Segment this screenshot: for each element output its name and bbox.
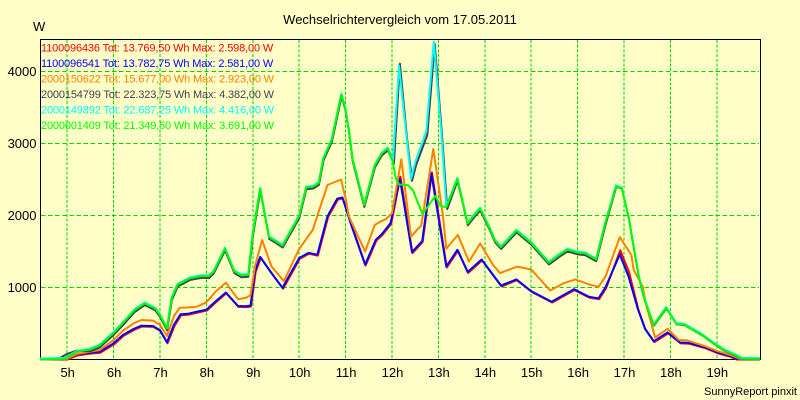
svg-text:14h: 14h bbox=[474, 365, 496, 380]
svg-text:Wechselrichtervergleich vom 17: Wechselrichtervergleich vom 17.05.2011 bbox=[283, 12, 517, 27]
svg-text:1100096541 Tot: 13.782,75 Wh M: 1100096541 Tot: 13.782,75 Wh Max: 2.581,… bbox=[41, 58, 274, 70]
svg-text:1000: 1000 bbox=[8, 280, 37, 295]
svg-text:12h: 12h bbox=[382, 365, 404, 380]
svg-text:2000154799 Tot: 22.323,75 Wh M: 2000154799 Tot: 22.323,75 Wh Max: 4.382,… bbox=[41, 89, 275, 101]
svg-text:18h: 18h bbox=[660, 365, 682, 380]
svg-text:W: W bbox=[33, 19, 46, 34]
svg-text:13h: 13h bbox=[428, 365, 450, 380]
svg-text:16h: 16h bbox=[567, 365, 589, 380]
svg-text:3000: 3000 bbox=[8, 136, 37, 151]
svg-text:4000: 4000 bbox=[8, 64, 37, 79]
svg-text:2000: 2000 bbox=[8, 208, 37, 223]
svg-text:5h: 5h bbox=[60, 365, 74, 380]
svg-text:7h: 7h bbox=[153, 365, 167, 380]
svg-text:17h: 17h bbox=[614, 365, 636, 380]
svg-text:2000001409 Tot: 21.349,50 Wh M: 2000001409 Tot: 21.349,50 Wh Max: 3.691,… bbox=[41, 120, 275, 132]
svg-text:19h: 19h bbox=[706, 365, 728, 380]
svg-text:9h: 9h bbox=[246, 365, 260, 380]
svg-text:SunnyReport pinxit: SunnyReport pinxit bbox=[704, 386, 797, 398]
svg-text:11h: 11h bbox=[336, 365, 357, 380]
svg-text:2000149892 Tot: 22.687,25 Wh M: 2000149892 Tot: 22.687,25 Wh Max: 4.416,… bbox=[41, 105, 275, 117]
svg-text:15h: 15h bbox=[521, 365, 543, 380]
svg-text:6h: 6h bbox=[107, 365, 121, 380]
svg-text:8h: 8h bbox=[200, 365, 214, 380]
svg-text:2000150622 Tot: 15.677,00 Wh M: 2000150622 Tot: 15.677,00 Wh Max: 2.923,… bbox=[41, 74, 275, 86]
svg-text:10h: 10h bbox=[289, 365, 311, 380]
svg-text:1100096436 Tot: 13.769,50 Wh M: 1100096436 Tot: 13.769,50 Wh Max: 2.598,… bbox=[41, 43, 274, 55]
